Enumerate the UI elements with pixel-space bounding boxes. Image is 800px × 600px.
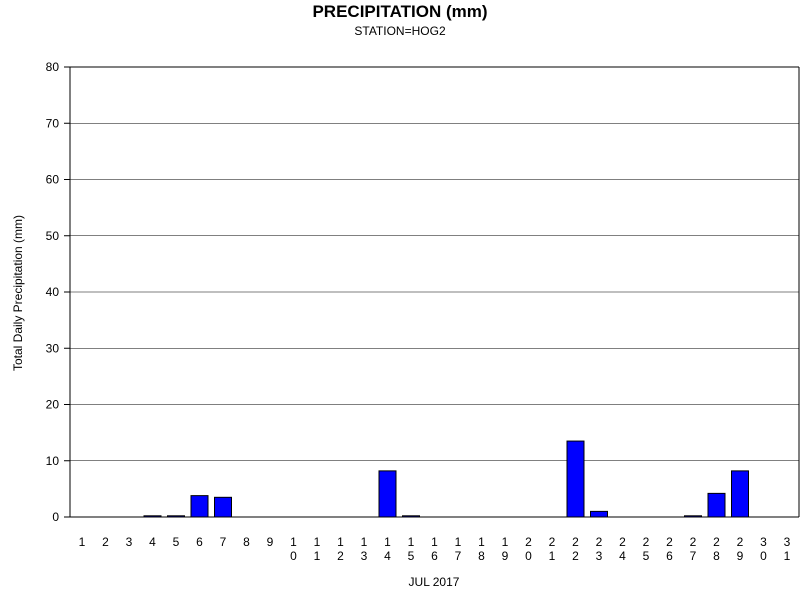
y-tick-label: 20 bbox=[46, 398, 60, 412]
bar-day-14 bbox=[378, 470, 397, 518]
x-tick-labels: 1 2 3 4 5 6 7 8 9 1 01 11 21 31 41 51 61 71 81 92 02 12 22 32 42… bbox=[79, 535, 791, 563]
y-tick-label: 50 bbox=[46, 229, 60, 243]
y-tick-label: 0 bbox=[52, 510, 59, 524]
bars bbox=[143, 440, 749, 518]
x-tick-label: 2 bbox=[102, 535, 109, 549]
bar-day-23 bbox=[590, 510, 608, 518]
y-tick-label: 30 bbox=[46, 341, 60, 355]
x-tick-label: 1 bbox=[79, 535, 86, 549]
bar-day-29 bbox=[731, 470, 749, 518]
bar-day-22 bbox=[566, 440, 585, 518]
chart-subtitle: STATION=HOG2 bbox=[354, 24, 446, 38]
chart-title: PRECIPITATION (mm) bbox=[312, 2, 487, 21]
bar-day-6 bbox=[190, 495, 209, 518]
x-tick-label: 3 bbox=[126, 535, 133, 549]
y-tick-labels: 0 10 20 30 40 50 60 70 80 bbox=[46, 60, 60, 524]
grid-lines bbox=[70, 66, 799, 462]
x-axis-label: JUL 2017 bbox=[409, 575, 460, 589]
y-axis-label: Total Daily Precipitation (mm) bbox=[11, 215, 25, 371]
y-tick-label: 40 bbox=[46, 285, 60, 299]
axes bbox=[64, 66, 800, 518]
bar-day-7 bbox=[214, 496, 232, 518]
bar-day-28 bbox=[707, 492, 726, 518]
y-tick-label: 80 bbox=[46, 60, 60, 74]
x-tick-label: 7 bbox=[220, 535, 227, 549]
y-tick-label: 10 bbox=[46, 454, 60, 468]
x-tick-label: 5 bbox=[173, 535, 180, 549]
y-tick-label: 60 bbox=[46, 173, 60, 187]
x-tick-label: 9 bbox=[267, 535, 274, 549]
y-tick-label: 70 bbox=[46, 116, 60, 130]
x-tick-label: 8 bbox=[243, 535, 250, 549]
x-tick-label: 6 bbox=[196, 535, 203, 549]
x-tick-label: 4 bbox=[149, 535, 156, 549]
